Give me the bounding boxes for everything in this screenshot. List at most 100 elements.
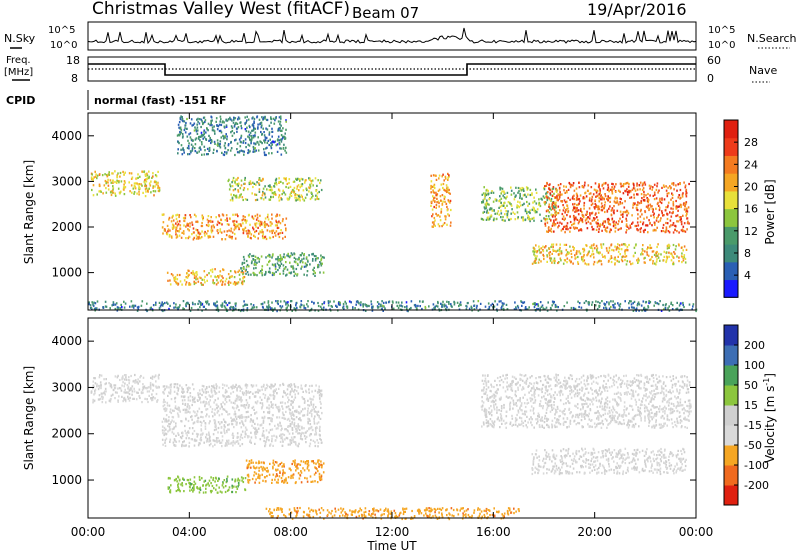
power-cells-cell-2 xyxy=(298,197,300,200)
power-cells-cell-8 xyxy=(548,205,550,208)
vel-cells-cell-1 xyxy=(289,412,291,415)
power-cells-cell-6 xyxy=(449,192,451,195)
power-cells-cell-1 xyxy=(254,223,257,226)
power-cells-cell-1 xyxy=(233,223,235,227)
power-cells-cell-7 xyxy=(511,208,513,211)
power-cells-cell-10 xyxy=(216,305,219,308)
power-cells-cell-2 xyxy=(261,194,264,197)
power-cells-cell-8 xyxy=(595,189,597,192)
power-cells-cell-10 xyxy=(537,307,540,310)
power-cells-cell-8 xyxy=(634,202,636,205)
power-cells-cell-8 xyxy=(663,214,665,217)
power-cells-cell-8 xyxy=(684,184,687,187)
power-cells-cell-9 xyxy=(597,251,600,254)
power-cells-cell-8 xyxy=(675,199,677,203)
power-cells-cell-6 xyxy=(430,184,432,188)
power-cells-cell-2 xyxy=(269,185,271,188)
power-cells-cell-9 xyxy=(599,251,601,254)
power-cells-cell-7 xyxy=(504,219,506,222)
power-cells-cell-9 xyxy=(546,260,548,263)
power-cells-cell-6 xyxy=(435,203,438,207)
power-cells-cell-8 xyxy=(599,188,601,191)
power-cells-cell-3 xyxy=(195,271,198,274)
power-cells-cell-7 xyxy=(529,220,531,223)
power-cells-cell-10 xyxy=(221,305,223,308)
power-cells-cell-2 xyxy=(293,186,296,189)
power-cells-cell-1 xyxy=(168,216,171,219)
vel-cells-cell-1 xyxy=(213,401,215,404)
power-cells-cell-8 xyxy=(575,209,578,212)
vel-cells-cell-1 xyxy=(214,420,217,423)
power-cells-cell-7 xyxy=(522,217,524,220)
vel-cells-cell-1 xyxy=(191,432,194,435)
power-cells-cell-10 xyxy=(638,303,641,306)
power-cells-cell-8 xyxy=(579,217,582,220)
vel-cells-cell-1 xyxy=(302,414,304,417)
power-cells-cell-1 xyxy=(191,233,193,236)
vel-cells-cell-1 xyxy=(290,403,292,406)
vel-cells-cell-1 xyxy=(286,388,289,391)
power-cells-cell-1 xyxy=(169,229,171,232)
vel-cells-cell-1 xyxy=(255,430,257,433)
vel-cells-cell-1 xyxy=(314,433,316,436)
vel-cells-cell-1 xyxy=(220,431,222,434)
vel-cells-cell-1 xyxy=(165,432,168,435)
power-cells-cell-8 xyxy=(685,188,688,191)
vel-cells-cell-1 xyxy=(243,404,246,407)
power-cells-cell-4 xyxy=(253,263,256,266)
power-cells-cell-6 xyxy=(446,190,448,194)
power-cells-cell-5 xyxy=(199,139,201,142)
power-cells-cell-3 xyxy=(239,278,241,281)
power-cells-cell-1 xyxy=(168,218,170,221)
power-cells-cell-5 xyxy=(247,149,250,152)
power-cells-cell-4 xyxy=(291,253,294,256)
power-cells-cell-1 xyxy=(210,231,213,234)
power-cells-cell-1 xyxy=(277,233,280,236)
power-cells-cell-3 xyxy=(169,279,171,282)
power-cells-cell-4 xyxy=(255,266,257,270)
power-cells-cell-1 xyxy=(259,230,261,233)
power-cells-cell-9 xyxy=(680,255,683,258)
power-cells-cell-9 xyxy=(656,254,659,257)
power-cells-cell-8 xyxy=(563,218,566,222)
power-cells-cell-7 xyxy=(485,193,488,197)
vel-cells-cell-1 xyxy=(263,434,265,437)
vel-cells-cell-0 xyxy=(117,387,119,390)
power-cells-cell-3 xyxy=(238,273,241,276)
power-cells-cell-4 xyxy=(261,274,264,277)
vel-cells-cell-0 xyxy=(101,395,103,398)
power-cells-cell-1 xyxy=(279,232,281,235)
power-cells-cell-2 xyxy=(234,188,237,191)
power-cells-cell-6 xyxy=(433,196,436,199)
power-cells-cell-0 xyxy=(150,180,152,183)
vel-cells-cell-1 xyxy=(303,427,305,430)
power-cells-cell-7 xyxy=(528,202,531,205)
power-cells-cell-5 xyxy=(249,131,252,134)
power-cells-cell-9 xyxy=(579,252,582,255)
vel-cells-cell-1 xyxy=(189,395,192,398)
power-cells-cell-5 xyxy=(220,118,222,121)
vel-cells-cell-0 xyxy=(101,392,103,395)
power-cells-cell-9 xyxy=(665,260,667,264)
vel-cells-cell-1 xyxy=(232,432,234,435)
vel-cells-cell-1 xyxy=(279,434,282,437)
power-cells-cell-9 xyxy=(649,246,652,250)
power-cells-cell-9 xyxy=(554,259,556,262)
power-cells-cell-10 xyxy=(680,302,682,305)
power-cells-cell-10 xyxy=(226,309,229,312)
power-cells-cell-8 xyxy=(659,219,662,222)
vel-cells-cell-0 xyxy=(98,394,101,397)
power-cells-cell-9 xyxy=(674,252,676,255)
power-cells-cell-3 xyxy=(222,268,225,272)
power-cells-cell-2 xyxy=(236,183,239,186)
power-cells-cell-10 xyxy=(173,306,175,309)
power-cells-cell-7 xyxy=(485,189,488,192)
power-cells-cell-6 xyxy=(433,205,435,209)
power-cells-cell-5 xyxy=(240,134,243,137)
vel-cells-cell-1 xyxy=(217,426,220,430)
vel-cells-cell-1 xyxy=(309,433,312,436)
power-cells-cell-8 xyxy=(595,195,597,198)
power-cells-cell-7 xyxy=(529,209,531,212)
power-cells-cell-10 xyxy=(487,308,490,311)
